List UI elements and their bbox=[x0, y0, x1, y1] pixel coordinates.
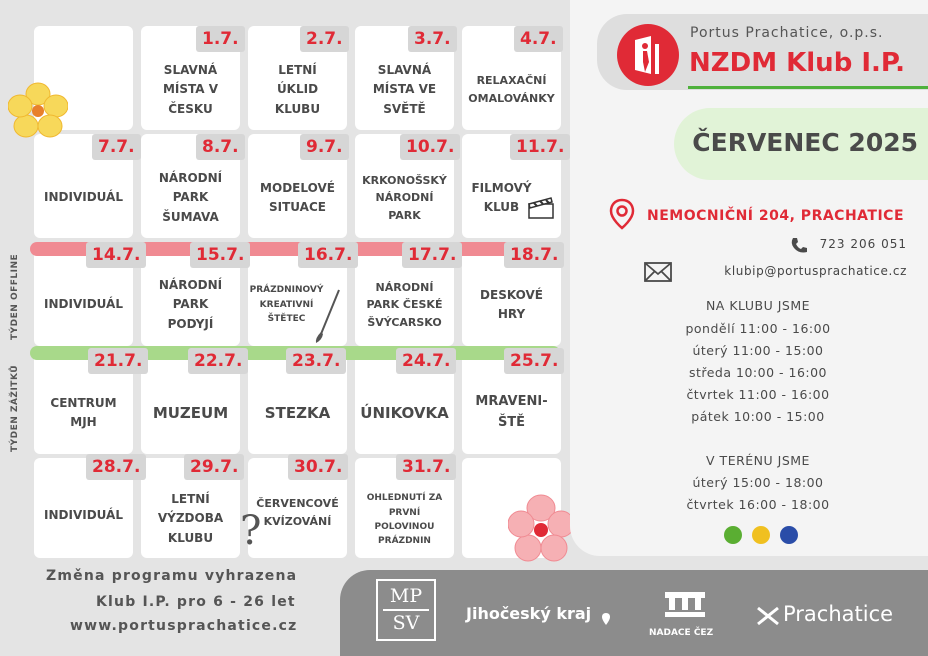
date-label: 22.7. bbox=[188, 348, 249, 375]
activity-label: LETNÍ VÝZDOBA KLUBU bbox=[157, 492, 224, 545]
date-label: 1.7. bbox=[196, 26, 245, 53]
website-link[interactable]: www.portusprachatice.cz bbox=[70, 618, 298, 634]
envelope-icon bbox=[644, 262, 672, 282]
jihocesky-kraj-logo: Jihočeský kraj bbox=[466, 604, 592, 623]
phone-icon bbox=[791, 238, 807, 253]
pink-flower-icon bbox=[508, 494, 574, 562]
date-label: 28.7. bbox=[86, 454, 147, 481]
date-label: 9.7. bbox=[300, 134, 349, 161]
date-label: 29.7. bbox=[184, 454, 245, 481]
activity-label: MODELOVÉ SITUACE bbox=[260, 180, 335, 214]
calendar-cell: MODELOVÉ SITUACE bbox=[248, 134, 347, 238]
date-label: 14.7. bbox=[86, 242, 147, 269]
activity-label: PRÁZDNINOVÝ KREATIVNÍ ŠTĚTEC bbox=[249, 285, 324, 325]
hours-line: středa 10:00 - 16:00 bbox=[688, 365, 828, 380]
date-label: 2.7. bbox=[300, 26, 349, 53]
hours-line: pátek 10:00 - 15:00 bbox=[691, 409, 825, 424]
info-panel bbox=[570, 0, 928, 556]
yellow-flower-icon bbox=[8, 82, 68, 138]
address-text: NEMOCNIČNÍ 204, PRACHATICE bbox=[647, 208, 905, 224]
date-label: 23.7. bbox=[286, 348, 347, 375]
date-label: 21.7. bbox=[88, 348, 149, 375]
date-label: 16.7. bbox=[298, 242, 359, 269]
hours-field-heading: V TERÉNU JSME bbox=[706, 453, 810, 468]
date-label: 3.7. bbox=[408, 26, 457, 53]
activity-label: FILMOVÝ KLUB bbox=[471, 180, 532, 214]
map-pin-icon bbox=[602, 613, 610, 625]
program-note: Změna programu vyhrazena bbox=[46, 568, 298, 584]
location-pin-icon bbox=[609, 198, 635, 230]
activity-label: ÚNIKOVKA bbox=[360, 404, 449, 422]
date-label: 11.7. bbox=[510, 134, 571, 161]
prachatice-logo: Prachatice bbox=[783, 602, 894, 626]
activity-label: RELAXAČNÍ OMALOVÁNKY bbox=[468, 74, 555, 105]
activity-label: SLAVNÁ MÍSTA V ČESKU bbox=[162, 63, 219, 116]
date-label: 7.7. bbox=[92, 134, 141, 161]
org-name-big: NZDM Klub I.P. bbox=[689, 48, 906, 78]
age-note: Klub I.P. pro 6 - 26 let bbox=[96, 594, 296, 610]
green-dot bbox=[724, 526, 742, 544]
date-label: 25.7. bbox=[504, 348, 565, 375]
activity-label: KRKONOŠSKÝ NÁRODNÍ PARK bbox=[362, 173, 447, 222]
activity-label: CENTRUM MJH bbox=[50, 395, 117, 429]
date-label: 15.7. bbox=[190, 242, 251, 269]
mpsv-divider bbox=[383, 609, 429, 611]
activity-label: LETNÍ ÚKLID KLUBU bbox=[274, 63, 321, 116]
hours-line: úterý 11:00 - 15:00 bbox=[692, 343, 824, 358]
activity-label: MRAVENI- ŠTĚ bbox=[475, 394, 548, 430]
hours-line: úterý 15:00 - 18:00 bbox=[692, 475, 824, 490]
activity-label: MUZEUM bbox=[152, 404, 229, 422]
phone-number: 723 206 051 bbox=[819, 237, 907, 251]
month-box bbox=[674, 108, 928, 180]
activity-label: ČERVENCOVÉ KVÍZOVÁNÍ bbox=[256, 497, 339, 528]
calendar: SLAVNÁ MÍSTA V ČESKU LETNÍ ÚKLID KLUBU S… bbox=[30, 22, 571, 562]
org-name-small: Portus Prachatice, o.p.s. bbox=[690, 25, 884, 41]
date-label: 4.7. bbox=[514, 26, 563, 53]
date-label: 30.7. bbox=[288, 454, 349, 481]
mpsv-logo-top: MP bbox=[389, 585, 423, 608]
cez-logo-icon bbox=[665, 592, 705, 617]
hours-line: pondělí 11:00 - 16:00 bbox=[685, 321, 831, 336]
activity-label: INDIVIDUÁL bbox=[44, 508, 123, 523]
activity-label: SLAVNÁ MÍSTA VE SVĚTĚ bbox=[372, 63, 437, 116]
question-mark-icon: ? bbox=[240, 508, 262, 554]
hours-line: čtvrtek 11:00 - 16:00 bbox=[686, 387, 830, 402]
nadace-cez-logo: NADACE ČEZ bbox=[649, 628, 714, 638]
email-address: klubip@portusprachatice.cz bbox=[724, 264, 907, 278]
hours-line: čtvrtek 16:00 - 18:00 bbox=[686, 497, 830, 512]
activity-label: INDIVIDUÁL bbox=[44, 297, 123, 312]
paintbrush-icon bbox=[315, 289, 340, 343]
date-label: 18.7. bbox=[504, 242, 565, 269]
activity-label: NÁRODNÍ PARK ČESKÉ ŠVÝCARSKO bbox=[366, 280, 443, 329]
divider bbox=[688, 86, 928, 89]
date-label: 31.7. bbox=[396, 454, 457, 481]
activity-label: NÁRODNÍ PARK ŠUMAVA bbox=[158, 171, 223, 224]
hours-club-heading: NA KLUBU JSME bbox=[705, 298, 811, 313]
month-title: ČERVENEC 2025 bbox=[692, 128, 918, 157]
activity-label: DESKOVÉ HRY bbox=[480, 287, 543, 321]
activity-label: OHLEDNUTÍ ZA PRVNÍ POLOVINOU PRÁZDNIN bbox=[366, 493, 443, 547]
sponsor-bar bbox=[340, 570, 928, 656]
date-label: 17.7. bbox=[402, 242, 463, 269]
date-label: 10.7. bbox=[400, 134, 461, 161]
klub-logo-icon bbox=[617, 24, 679, 86]
activity-label: NÁRODNÍ PARK PODYJÍ bbox=[158, 278, 223, 331]
clapperboard-icon bbox=[528, 197, 554, 219]
activity-label: STEZKA bbox=[264, 404, 331, 422]
date-label: 24.7. bbox=[396, 348, 457, 375]
week-zazitku-label: TÝDEN ZÁŽITKŮ bbox=[10, 364, 20, 452]
mpsv-logo-bottom: SV bbox=[392, 611, 420, 634]
activity-label: INDIVIDUÁL bbox=[44, 190, 123, 205]
date-label: 8.7. bbox=[196, 134, 245, 161]
yellow-dot bbox=[752, 526, 770, 544]
week-offline-label: TÝDEN OFFLINE bbox=[10, 253, 20, 340]
mpsv-logo: MP SV bbox=[376, 579, 436, 641]
blue-dot bbox=[780, 526, 798, 544]
prachatice-logo-icon bbox=[757, 606, 779, 626]
